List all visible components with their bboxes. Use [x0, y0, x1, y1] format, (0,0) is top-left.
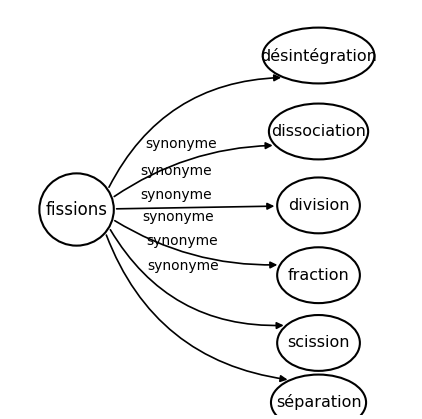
Text: fraction: fraction — [288, 268, 349, 283]
FancyArrowPatch shape — [109, 75, 279, 187]
FancyArrowPatch shape — [115, 221, 276, 268]
FancyArrowPatch shape — [111, 230, 282, 328]
Text: désintégration: désintégration — [260, 47, 377, 64]
Text: séparation: séparation — [276, 395, 361, 411]
Text: synonyme: synonyme — [142, 210, 214, 225]
Text: synonyme: synonyme — [148, 259, 219, 273]
Text: dissociation: dissociation — [271, 124, 366, 139]
Text: scission: scission — [287, 336, 350, 350]
FancyArrowPatch shape — [114, 143, 271, 197]
Text: synonyme: synonyme — [140, 188, 212, 202]
FancyArrowPatch shape — [116, 204, 273, 209]
Text: synonyme: synonyme — [146, 234, 218, 248]
Text: division: division — [288, 198, 349, 213]
FancyArrowPatch shape — [106, 235, 286, 381]
Text: synonyme: synonyme — [146, 137, 217, 151]
Text: fissions: fissions — [46, 201, 108, 218]
Text: synonyme: synonyme — [140, 164, 212, 178]
